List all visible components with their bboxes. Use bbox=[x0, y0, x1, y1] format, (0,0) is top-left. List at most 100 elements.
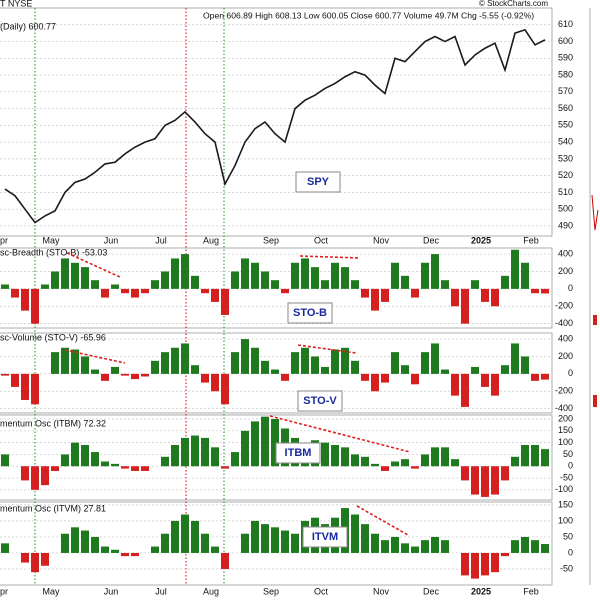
y-tick-label: 510 bbox=[558, 187, 573, 197]
bar bbox=[31, 373, 39, 405]
x-tick-label: Sep bbox=[263, 586, 279, 596]
bar bbox=[281, 373, 289, 381]
bar bbox=[171, 444, 179, 467]
y-tick-label: 530 bbox=[558, 153, 573, 163]
bar bbox=[181, 254, 189, 289]
y-tick-label: 100 bbox=[558, 515, 573, 525]
bar bbox=[441, 280, 449, 289]
bar bbox=[241, 430, 249, 467]
bar bbox=[401, 459, 409, 467]
bar bbox=[511, 456, 519, 467]
bar bbox=[171, 347, 179, 374]
bar bbox=[271, 527, 279, 553]
bar bbox=[431, 343, 439, 374]
bar bbox=[431, 254, 439, 289]
bar bbox=[31, 552, 39, 573]
bar bbox=[491, 288, 499, 307]
panel-label: STO-V bbox=[303, 395, 337, 407]
x-tick-label: Feb bbox=[523, 235, 539, 245]
bar bbox=[51, 352, 59, 374]
y-tick-label: 100 bbox=[558, 437, 573, 447]
bar bbox=[11, 288, 19, 298]
y-tick-label: 520 bbox=[558, 170, 573, 180]
bar bbox=[381, 540, 389, 553]
x-tick-label: Dec bbox=[423, 586, 440, 596]
bar bbox=[301, 258, 309, 289]
bar bbox=[161, 533, 169, 553]
bar bbox=[241, 533, 249, 553]
y-tick-label: 590 bbox=[558, 53, 573, 63]
bar bbox=[471, 280, 479, 289]
bar bbox=[211, 373, 219, 392]
plots: 490500510520530540550560570580590600610(… bbox=[0, 19, 573, 596]
y-tick-label: -100 bbox=[555, 484, 573, 494]
bar bbox=[451, 459, 459, 467]
bar bbox=[81, 444, 89, 467]
bar bbox=[111, 284, 119, 289]
y-tick-label: -50 bbox=[560, 472, 573, 482]
symbol: T NYSE bbox=[0, 0, 32, 8]
bar bbox=[151, 360, 159, 374]
bar bbox=[151, 280, 159, 289]
bar bbox=[301, 347, 309, 374]
bar bbox=[231, 452, 239, 467]
bar bbox=[91, 452, 99, 467]
bar bbox=[491, 466, 499, 495]
bar bbox=[461, 288, 469, 324]
y-tick-label: 490 bbox=[558, 220, 573, 230]
bar bbox=[361, 456, 369, 467]
bar bbox=[31, 288, 39, 324]
y-tick-label: 50 bbox=[563, 531, 573, 541]
panel-label: SPY bbox=[307, 176, 330, 188]
bar bbox=[101, 546, 109, 553]
bar bbox=[521, 536, 529, 553]
bar bbox=[21, 288, 29, 311]
x-tick-label: 2025 bbox=[471, 586, 491, 596]
price-line bbox=[4, 28, 546, 224]
y-tick-label: -200 bbox=[555, 301, 573, 311]
bar bbox=[401, 543, 409, 553]
quote: Open 606.89 High 608.13 Low 600.05 Close… bbox=[203, 10, 534, 20]
bar bbox=[131, 288, 139, 298]
bar bbox=[531, 540, 539, 553]
y-tick-label: 150 bbox=[558, 499, 573, 509]
bar bbox=[131, 552, 139, 557]
bar bbox=[1, 543, 9, 553]
bar bbox=[51, 271, 59, 289]
bar bbox=[291, 533, 299, 553]
x-tick-label: Jul bbox=[155, 235, 167, 245]
y-tick-label: 570 bbox=[558, 86, 573, 96]
bar bbox=[61, 258, 69, 289]
bar bbox=[481, 552, 489, 576]
bar bbox=[271, 369, 279, 374]
bar bbox=[291, 262, 299, 289]
bar bbox=[341, 347, 349, 374]
bar bbox=[71, 527, 79, 553]
bar bbox=[261, 271, 269, 289]
panel-label: ITVM bbox=[312, 531, 338, 543]
bar bbox=[491, 552, 499, 573]
bar bbox=[71, 349, 79, 374]
bar bbox=[381, 466, 389, 471]
bar bbox=[41, 552, 49, 566]
bar bbox=[91, 536, 99, 553]
bar bbox=[71, 442, 79, 467]
trend-lines bbox=[64, 252, 411, 536]
bar bbox=[441, 540, 449, 553]
right-edge-strip bbox=[591, 194, 599, 407]
x-tick-label: Jul bbox=[155, 586, 167, 596]
bar bbox=[361, 524, 369, 553]
bar bbox=[181, 343, 189, 374]
bar bbox=[211, 546, 219, 553]
bar bbox=[141, 288, 149, 294]
label-box bbox=[297, 390, 343, 412]
frames bbox=[0, 7, 591, 586]
bar bbox=[191, 275, 199, 289]
bar bbox=[391, 461, 399, 467]
x-tick-label: Oct bbox=[314, 586, 329, 596]
bar bbox=[251, 347, 259, 374]
bar bbox=[501, 466, 509, 481]
bar bbox=[331, 262, 339, 289]
bar bbox=[251, 421, 259, 467]
